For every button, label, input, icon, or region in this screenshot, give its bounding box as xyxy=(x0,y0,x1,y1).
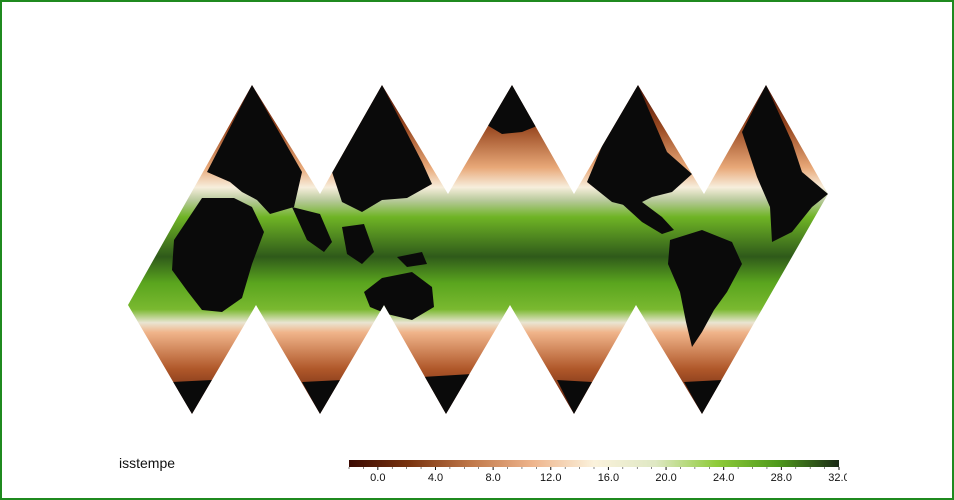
land-antarctica-4 xyxy=(557,380,592,414)
colorbar-tick-label: 8.0 xyxy=(485,472,500,482)
land-north-1 xyxy=(207,85,302,214)
colorbar-tick-label: 28.0 xyxy=(771,472,792,482)
land-se-asia xyxy=(342,224,374,264)
colorbar-tick-label: 16.0 xyxy=(598,472,619,482)
colorbar-tick-label: 20.0 xyxy=(655,472,676,482)
land-south-asia xyxy=(292,207,332,252)
land-antarctica-1 xyxy=(172,380,212,414)
land-antarctica-2 xyxy=(302,380,342,414)
land-north-3 xyxy=(482,85,542,134)
colorbar-tick-label: 32.0 xyxy=(828,472,847,482)
colorbar-tick-label: 24.0 xyxy=(713,472,734,482)
land-antarctica-5 xyxy=(684,380,722,414)
colorbar: 0.0 4.0 8.0 12.0 16.0 20.0 24.0 28.0 32.0 xyxy=(348,460,847,482)
land-masses xyxy=(172,85,828,414)
colorbar-gradient xyxy=(349,460,839,467)
colorbar-tick-label: 0.0 xyxy=(370,472,385,482)
land-africa xyxy=(172,198,264,312)
land-north-5 xyxy=(742,85,828,242)
variable-label: isstempe xyxy=(119,455,176,471)
land-south-america xyxy=(668,230,742,347)
ocean-field xyxy=(128,85,828,414)
land-north-4 xyxy=(587,85,692,207)
land-australia xyxy=(364,272,434,320)
land-new-guinea xyxy=(397,252,427,267)
colorbar-tick-label: 12.0 xyxy=(540,472,561,482)
land-central-america xyxy=(620,202,674,234)
colorbar-tick-label: 4.0 xyxy=(428,472,443,482)
land-antarctica-3 xyxy=(422,374,472,414)
land-north-2 xyxy=(332,85,432,212)
colorbar-ticks: 0.0 4.0 8.0 12.0 16.0 20.0 24.0 28.0 32.0 xyxy=(348,467,847,482)
